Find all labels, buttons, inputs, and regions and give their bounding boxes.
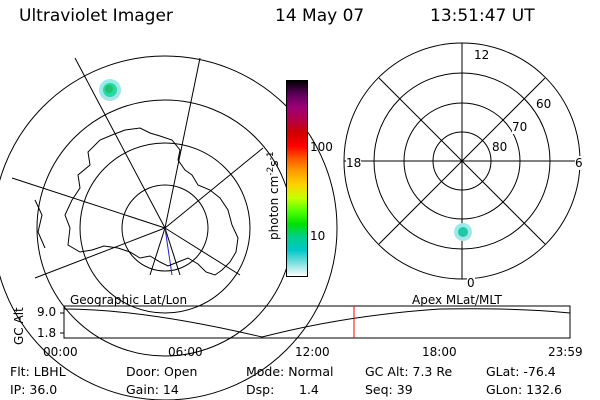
status-mode: Mode: Normal xyxy=(246,364,334,379)
lat-label-70: 70 xyxy=(512,120,528,134)
lat-label-60: 60 xyxy=(536,97,552,111)
mlt-label-0: 0 xyxy=(467,276,475,290)
aurora-spot xyxy=(99,79,121,101)
status-glat: GLat: -76.4 xyxy=(486,364,556,379)
timeline-y-tick-1-8: 1.8 xyxy=(37,326,57,340)
x-tick-0600: 06:00 xyxy=(168,345,203,359)
status-flt: Flt: LBHL xyxy=(10,364,66,379)
lat-label-80: 80 xyxy=(492,140,508,154)
x-tick-1200: 12:00 xyxy=(295,345,330,359)
colorbar-tick-10: 10 xyxy=(310,229,326,243)
timeline-left-title: Geographic Lat/Lon xyxy=(70,293,188,307)
polar-aurora-spot xyxy=(454,223,472,241)
x-tick-2359: 23:59 xyxy=(548,345,583,359)
status-dsp-value: 1.4 xyxy=(299,382,319,397)
geo-lat-circle xyxy=(121,184,209,272)
status-dsp: Dsp: xyxy=(246,382,275,397)
status-ip: IP: 36.0 xyxy=(10,382,58,397)
altitude-curve xyxy=(63,308,571,338)
mlt-label-6: 6 xyxy=(575,156,583,170)
status-door: Door: Open xyxy=(126,364,198,379)
observation-date: 14 May 07 xyxy=(275,6,365,26)
coastline xyxy=(64,127,239,276)
x-tick-1800: 18:00 xyxy=(422,345,457,359)
status-seq: Seq: 39 xyxy=(365,382,413,397)
status-glon: GLon: 132.6 xyxy=(486,382,562,397)
status-gain: Gain: 14 xyxy=(126,382,179,397)
timeline-right-title: Apex MLat/MLT xyxy=(412,293,502,307)
geo-lat-circle xyxy=(79,142,251,314)
instrument-title: Ultraviolet Imager xyxy=(19,6,173,26)
x-tick-0000: 00:00 xyxy=(43,345,78,359)
status-gc-alt: GC Alt: 7.3 Re xyxy=(365,364,453,379)
mlt-label-12: 12 xyxy=(474,48,490,62)
colorbar-tick-100: 100 xyxy=(310,140,333,154)
colorbar xyxy=(286,80,308,277)
timeline-frame xyxy=(63,305,571,339)
colorbar-gradient xyxy=(287,81,307,276)
geo-lat-circle xyxy=(0,55,338,400)
geographic-map xyxy=(0,55,338,400)
timeline-y-tick-9: 9.0 xyxy=(37,305,57,319)
coastline xyxy=(34,199,46,249)
mlt-label-18: 18 xyxy=(346,156,362,170)
observation-time: 13:51:47 UT xyxy=(430,6,535,26)
